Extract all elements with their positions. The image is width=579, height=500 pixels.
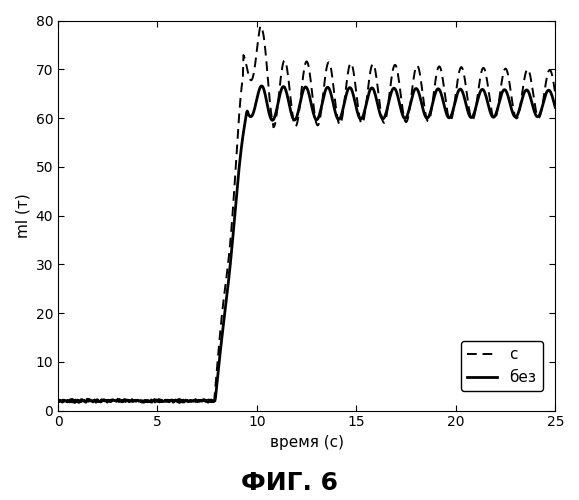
с xyxy=(484,80,491,86)
без xyxy=(86,396,93,402)
X-axis label: время (с): время (с) xyxy=(270,435,344,450)
с xyxy=(433,72,440,78)
без xyxy=(71,400,78,406)
Legend: с, без: с, без xyxy=(461,342,543,391)
с xyxy=(552,90,559,96)
с xyxy=(372,72,379,78)
без xyxy=(54,396,61,402)
без xyxy=(484,98,491,104)
с xyxy=(358,120,365,126)
с xyxy=(345,70,351,75)
без xyxy=(372,94,379,100)
без xyxy=(258,83,265,89)
с xyxy=(257,24,264,30)
Y-axis label: ml (т): ml (т) xyxy=(15,193,30,238)
с xyxy=(86,398,93,404)
Line: с: с xyxy=(58,26,555,402)
с xyxy=(54,398,61,404)
без xyxy=(345,86,351,92)
без xyxy=(433,88,440,94)
Text: ФИГ. 6: ФИГ. 6 xyxy=(241,471,338,495)
с xyxy=(69,400,76,406)
без xyxy=(358,116,365,122)
без xyxy=(552,104,559,110)
Line: без: без xyxy=(58,86,555,402)
